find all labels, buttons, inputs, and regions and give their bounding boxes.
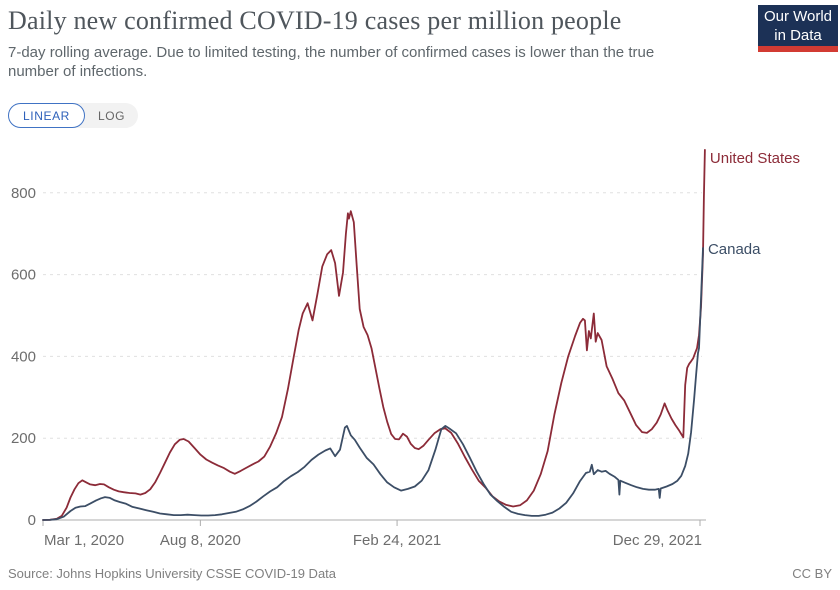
x-tick-label: Dec 29, 2021 xyxy=(613,532,702,549)
series-label-canada[interactable]: Canada xyxy=(708,241,761,258)
x-tick-label: Mar 1, 2020 xyxy=(44,532,124,549)
owid-logo[interactable]: Our World in Data xyxy=(758,5,838,52)
y-tick-label: 200 xyxy=(11,430,36,447)
chart-subtitle: 7-day rolling average. Due to limited te… xyxy=(8,43,655,81)
chart-canvas[interactable]: 0 200 400 600 800 Mar 1, 2020 Aug 8, 2020 Feb 2… xyxy=(0,0,840,560)
y-tick-label: 400 xyxy=(11,348,36,365)
linear-scale-button[interactable]: LINEAR xyxy=(8,103,85,128)
owid-logo-line2: in Data xyxy=(774,27,822,44)
y-tick-label: 600 xyxy=(11,267,36,284)
y-tick-label: 800 xyxy=(11,185,36,202)
series-path-united-states[interactable] xyxy=(42,149,706,521)
series-label-united-states[interactable]: United States xyxy=(710,150,800,167)
source-note: Source: Johns Hopkins University CSSE CO… xyxy=(8,566,337,581)
owid-logo-line1: Our World xyxy=(763,8,833,25)
scale-toggle: LINEAR LOG xyxy=(8,103,139,128)
x-tick-label: Aug 8, 2020 xyxy=(160,532,241,549)
chart-header: Daily new confirmed COVID-19 cases per m… xyxy=(8,6,748,82)
chart-footer: Source: Johns Hopkins University CSSE CO… xyxy=(8,566,832,581)
log-scale-button[interactable]: LOG xyxy=(85,103,138,128)
license-note[interactable]: CC BY xyxy=(792,566,832,581)
series-path-canada[interactable] xyxy=(42,247,704,521)
x-tick-label: Feb 24, 2021 xyxy=(353,532,441,549)
line-chart[interactable]: 0 200 400 600 800 Mar 1, 2020 Aug 8, 2020 Feb 2… xyxy=(0,0,840,560)
y-tick-label: 0 xyxy=(28,512,36,529)
page-title: Daily new confirmed COVID-19 cases per m… xyxy=(8,6,622,35)
